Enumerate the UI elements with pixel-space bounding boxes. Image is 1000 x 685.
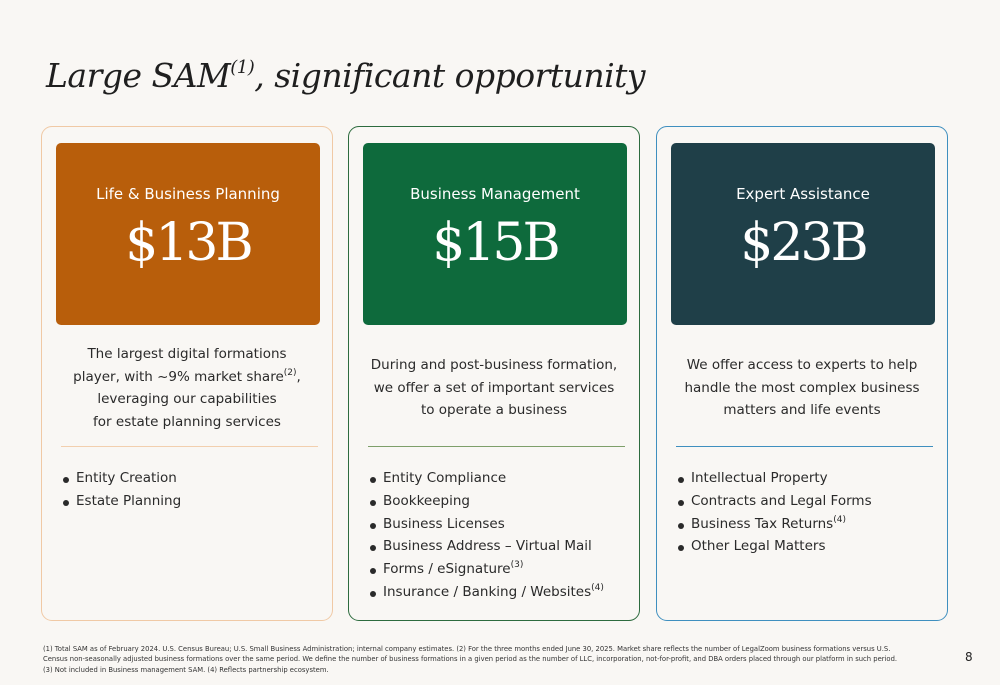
list-item: Business Licenses xyxy=(369,513,604,536)
footnote-ref: (4) xyxy=(591,582,604,593)
description-line: handle the most complex business xyxy=(684,379,920,396)
divider xyxy=(61,446,318,447)
list-item: Estate Planning xyxy=(62,490,181,513)
divider xyxy=(676,446,933,447)
page-title: Large SAM(1), significant opportunity xyxy=(46,56,646,95)
description-line: we offer a set of important services xyxy=(373,379,615,396)
bullet-list: Entity Creation Estate Planning xyxy=(62,467,181,513)
card-life-business-planning: Life & Business Planning $13B The larges… xyxy=(41,126,333,621)
divider xyxy=(368,446,625,447)
title-main: Large SAM xyxy=(46,56,231,95)
card-amount: $13B xyxy=(125,213,253,273)
description-line: leveraging our capabilities xyxy=(97,391,277,407)
description-line: for estate planning services xyxy=(93,413,281,430)
list-item: Intellectual Property xyxy=(677,467,872,490)
card-business-management: Business Management $15B During and post… xyxy=(348,126,640,621)
bullet-list: Entity Compliance Bookkeeping Business L… xyxy=(369,467,604,604)
description-line: to operate a business xyxy=(420,402,568,418)
description-line: During and post-business formation, xyxy=(370,357,618,373)
card-description: During and post-business formation, we o… xyxy=(357,354,631,422)
list-item: Business Address – Virtual Mail xyxy=(369,535,604,558)
footnote-line: (3) Not included in Business management … xyxy=(43,665,329,674)
description-line: We offer access to experts to help xyxy=(686,357,918,373)
card-description: We offer access to experts to help handl… xyxy=(665,354,939,422)
card-category: Life & Business Planning xyxy=(96,185,280,203)
card-expert-assistance: Expert Assistance $23B We offer access t… xyxy=(656,126,948,621)
card-category: Business Management xyxy=(410,185,580,203)
list-item: Entity Compliance xyxy=(369,467,604,490)
card-amount: $15B xyxy=(432,213,560,273)
footnote-ref: (4) xyxy=(833,514,846,525)
bullet-list: Intellectual Property Contracts and Lega… xyxy=(677,467,872,558)
footnote-ref: (3) xyxy=(510,560,524,571)
description-line: player, with ~9% market share(2), xyxy=(73,367,301,385)
footnote-ref: (2) xyxy=(283,367,297,378)
footnote-line: (1) Total SAM as of February 2024. U.S. … xyxy=(43,645,891,653)
list-item: Entity Creation xyxy=(62,467,181,490)
card-header: Life & Business Planning $13B xyxy=(56,143,320,325)
list-item: Insurance / Banking / Websites(4) xyxy=(369,581,604,604)
card-category: Expert Assistance xyxy=(736,185,870,203)
description-line: matters and life events xyxy=(723,402,881,418)
card-amount: $23B xyxy=(740,213,868,273)
list-item: Forms / eSignature(3) xyxy=(369,558,604,581)
list-item: Other Legal Matters xyxy=(677,535,872,558)
title-rest: , significant opportunity xyxy=(254,56,646,95)
list-item: Contracts and Legal Forms xyxy=(677,490,872,513)
page-number: 8 xyxy=(965,650,973,664)
list-item: Bookkeeping xyxy=(369,490,604,513)
card-header: Expert Assistance $23B xyxy=(671,143,935,325)
footnote-line: Census non-seasonally adjusted business … xyxy=(43,655,898,664)
list-item: Business Tax Returns(4) xyxy=(677,513,872,536)
card-header: Business Management $15B xyxy=(363,143,627,325)
description-line: The largest digital formations xyxy=(87,346,287,362)
title-footnote-ref: (1) xyxy=(230,57,255,78)
card-description: The largest digital formations player, w… xyxy=(50,343,324,433)
footnotes: (1) Total SAM as of February 2024. U.S. … xyxy=(43,644,923,675)
